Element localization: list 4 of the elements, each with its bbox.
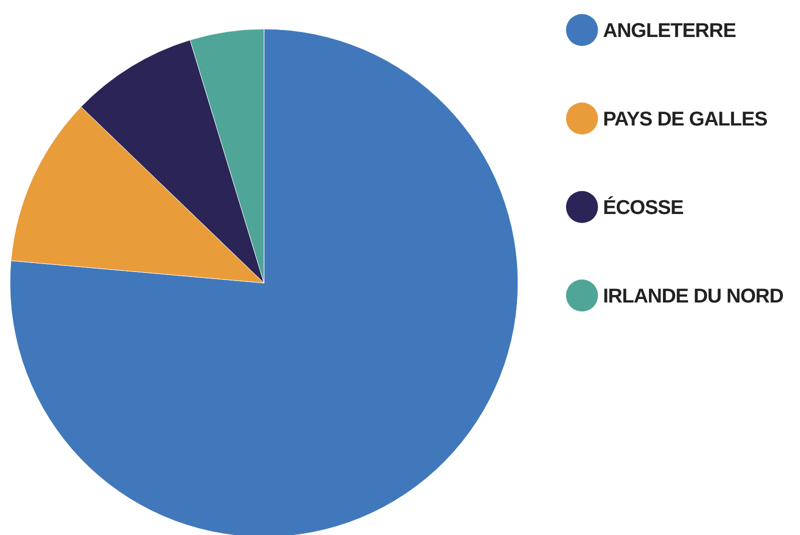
legend-label: ÉCOSSE bbox=[603, 196, 684, 219]
legend-label: ANGLETERRE bbox=[603, 20, 736, 42]
legend-label: IRLANDE DU NORD bbox=[603, 286, 784, 308]
legend-label: PAYS DE GALLES bbox=[603, 108, 768, 130]
